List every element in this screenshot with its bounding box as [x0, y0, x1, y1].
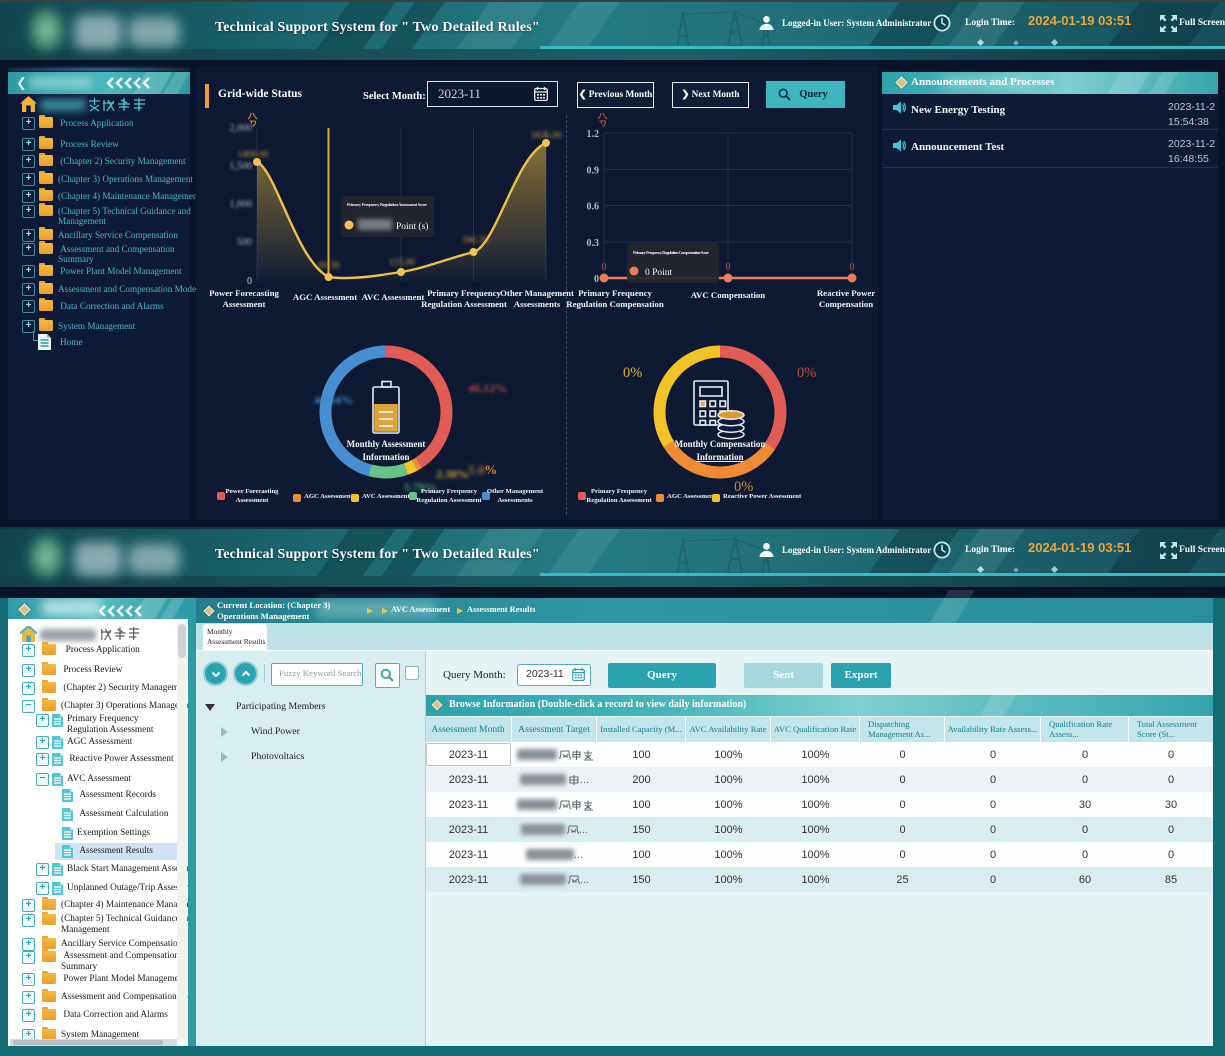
svg-text:0: 0	[726, 262, 731, 273]
svg-text:Primary Frequency: Primary Frequency	[578, 288, 652, 298]
svg-text:0: 0	[602, 262, 607, 273]
svg-text:Assessment: Assessment	[222, 299, 265, 309]
svg-text:115.00: 115.00	[389, 258, 415, 268]
svg-text:0.6: 0.6	[587, 202, 600, 213]
svg-text:Reactive Power: Reactive Power	[817, 288, 875, 298]
svg-text:Other Management: Other Management	[500, 288, 574, 298]
svg-text:Regulation Assessment: Regulation Assessment	[421, 299, 507, 309]
svg-text:AVC Compensation: AVC Compensation	[691, 290, 765, 300]
svg-text:0.9: 0.9	[587, 166, 600, 177]
svg-text:1,000: 1,000	[230, 199, 253, 210]
svg-text:0 Point: 0 Point	[645, 268, 673, 278]
svg-text:AGC Assessment: AGC Assessment	[293, 292, 357, 302]
svg-text:0: 0	[850, 262, 855, 273]
svg-text:Point (s): Point (s)	[396, 221, 428, 232]
svg-text:Regulation Compensation: Regulation Compensation	[566, 299, 664, 309]
svg-text:Information: Information	[363, 452, 410, 462]
svg-text:Assessments: Assessments	[514, 299, 561, 309]
svg-text:0.3: 0.3	[587, 238, 600, 249]
svg-text:Primary Frequency Regulation C: Primary Frequency Regulation Compensatio…	[633, 250, 709, 255]
svg-text:Primary Frequency Regulation A: Primary Frequency Regulation Assessment …	[347, 202, 427, 207]
svg-text:Monthly Assessment: Monthly Assessment	[347, 439, 426, 449]
svg-text:AVC Assessment: AVC Assessment	[362, 292, 425, 302]
svg-text:Power Forecasting: Power Forecasting	[209, 288, 279, 298]
svg-text:1836.00: 1836.00	[531, 131, 562, 141]
svg-text:390.35: 390.35	[462, 236, 488, 246]
svg-text:Information: Information	[697, 452, 744, 462]
svg-text:2,000: 2,000	[230, 123, 253, 134]
svg-text:500: 500	[237, 237, 252, 248]
svg-text:1,500: 1,500	[230, 161, 253, 172]
svg-text:Monthly Compensation: Monthly Compensation	[675, 439, 766, 449]
svg-text:1400.00: 1400.00	[238, 150, 269, 160]
svg-text:Primary Frequency: Primary Frequency	[427, 288, 501, 298]
svg-text:60.36: 60.36	[318, 261, 340, 271]
svg-text:0: 0	[247, 276, 252, 287]
svg-text:Compensation: Compensation	[819, 299, 873, 309]
svg-text:0: 0	[594, 274, 599, 285]
svg-text:1.2: 1.2	[587, 129, 600, 140]
